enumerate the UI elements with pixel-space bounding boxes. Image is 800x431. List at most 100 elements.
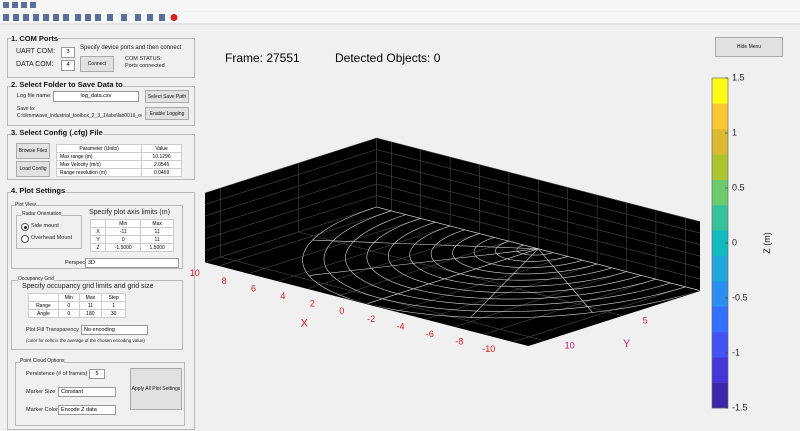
- label: Marker Color: [26, 407, 58, 413]
- dropdown-value: Encode Z data: [61, 407, 97, 413]
- uart-input[interactable]: 3: [61, 47, 75, 58]
- x-axis-label: X: [301, 318, 309, 330]
- table-cell[interactable]: X: [89, 227, 107, 236]
- grid-line: [204, 160, 377, 217]
- grid-line: [484, 278, 656, 335]
- table-cell[interactable]: Max Velocity (m/s): [55, 160, 143, 169]
- table-cell[interactable]: Z: [89, 243, 107, 252]
- persistence-dropdown[interactable]: 5: [89, 369, 105, 379]
- grid-line: [204, 137, 377, 194]
- marker-color-dropdown[interactable]: Encode Z data: [58, 405, 116, 415]
- occupancy-spoke: [312, 239, 539, 250]
- grid-line: [376, 183, 701, 268]
- connect-button[interactable]: Connect: [80, 56, 114, 72]
- table-cell[interactable]: Max range (m): [55, 152, 143, 161]
- table-cell[interactable]: 11: [140, 235, 174, 244]
- table-row: Angle 0 180 30: [28, 309, 126, 318]
- detected-objects: Detected Objects: 0: [335, 51, 441, 65]
- table-row: Z -1.5000 1.5000: [89, 243, 174, 252]
- header-row: Min Max: [89, 219, 174, 228]
- table-cell[interactable]: Y: [89, 235, 107, 244]
- table-cell[interactable]: 0: [57, 301, 80, 310]
- table-cell[interactable]: Angle: [28, 309, 59, 318]
- table-cell[interactable]: 1: [101, 301, 126, 310]
- select-path-button[interactable]: Select Save Path: [145, 90, 189, 103]
- table-row: Range resolution (m) 0.0469: [55, 168, 182, 177]
- dropdown-value: No encoding: [84, 327, 115, 333]
- grid-line: [513, 286, 686, 343]
- table-cell[interactable]: -1.5000: [105, 243, 142, 252]
- table-cell[interactable]: 11: [140, 227, 174, 236]
- table-cell[interactable]: 0: [105, 235, 142, 244]
- plot-view-group: [11, 205, 183, 269]
- hide-menu-button[interactable]: Hide Menu: [715, 37, 783, 57]
- marker-size-dropdown[interactable]: Constant: [58, 387, 116, 397]
- logging-button[interactable]: Enable Logging: [145, 107, 189, 120]
- grid-line: [204, 172, 377, 228]
- colorbar-band: [712, 306, 728, 333]
- occupancy-spoke: [376, 206, 539, 250]
- label: UART COM:: [16, 48, 56, 55]
- occupancy-table: Min Max Step Range 0 11 1 Angle 0 180 30: [28, 293, 126, 318]
- colorbar-band: [712, 357, 728, 383]
- label: Save to:: [17, 106, 36, 112]
- grid-line: [376, 149, 701, 234]
- group-title: Radar Orientation: [22, 211, 62, 217]
- grid-line: [204, 149, 377, 205]
- occupancy-spoke: [470, 248, 539, 318]
- column-header: Max: [140, 219, 174, 228]
- section-title: 2. Select Folder to Save Data to: [11, 80, 123, 89]
- colorbar-tick-label: -1.5: [732, 402, 748, 412]
- perspective-dropdown[interactable]: 3D: [85, 258, 179, 268]
- table-cell[interactable]: -11: [105, 227, 142, 236]
- table-cell[interactable]: Range: [28, 301, 59, 310]
- table-cell[interactable]: 10.1296: [141, 152, 182, 161]
- table-cell[interactable]: 2.0545: [141, 160, 182, 169]
- occupancy-spoke: [308, 248, 539, 276]
- table-cell[interactable]: 0: [57, 309, 80, 318]
- corner: [28, 293, 59, 302]
- radio[interactable]: [21, 235, 29, 243]
- colorbar-tick-label: 1: [732, 127, 737, 137]
- x-tick-label: -8: [455, 337, 463, 347]
- toolbar: [0, 12, 800, 24]
- table-cell[interactable]: Range resolution (m): [55, 168, 143, 177]
- grid-line: [337, 240, 509, 297]
- stop-icon[interactable]: [170, 14, 178, 21]
- group-title: Point Cloud Options: [20, 358, 65, 364]
- data-input[interactable]: 4: [61, 60, 75, 71]
- table-cell[interactable]: 11: [78, 301, 103, 310]
- colorbar-tick-label: 0: [732, 237, 737, 247]
- browse-button[interactable]: Browse Files: [16, 143, 50, 159]
- column-header: Min: [57, 293, 80, 302]
- colorbar-band: [712, 281, 728, 307]
- apply-button[interactable]: Apply All Plot Settings: [130, 368, 182, 410]
- table-cell[interactable]: 0.0469: [141, 168, 182, 177]
- transparency-dropdown[interactable]: No encoding: [81, 325, 148, 335]
- radio-selected[interactable]: [21, 223, 29, 231]
- label: Persistence (# of frames): [26, 371, 88, 377]
- load-button[interactable]: Load Config: [16, 161, 50, 177]
- table-cell[interactable]: 180: [78, 309, 103, 318]
- table-row: Y 0 11: [89, 235, 174, 244]
- colorbar-tick-label: 1.5: [732, 72, 745, 82]
- grid-line: [204, 183, 377, 240]
- axis-edge: [204, 261, 529, 346]
- colorbar-band: [712, 128, 728, 155]
- section-title: 3. Select Config (.cfg) File: [11, 128, 103, 137]
- radio-label: Side mount: [31, 223, 59, 229]
- table-cell[interactable]: 30: [101, 309, 126, 318]
- column-header: Value: [141, 144, 182, 153]
- colorbar-band: [712, 255, 728, 282]
- axis-edge: [528, 290, 701, 346]
- group-title: Occupancy Grid: [18, 276, 54, 282]
- table-row: X -11 11: [89, 227, 174, 236]
- grid-line: [204, 206, 377, 263]
- table-cell[interactable]: 1.5000: [140, 243, 174, 252]
- colorbar-band: [712, 103, 728, 130]
- grid-line: [278, 225, 451, 282]
- log-name-input[interactable]: log_data.csv: [53, 91, 139, 102]
- table-row: Max range (m) 10.1296: [55, 152, 182, 161]
- grid-line: [376, 160, 701, 245]
- orientation-group: [16, 215, 82, 249]
